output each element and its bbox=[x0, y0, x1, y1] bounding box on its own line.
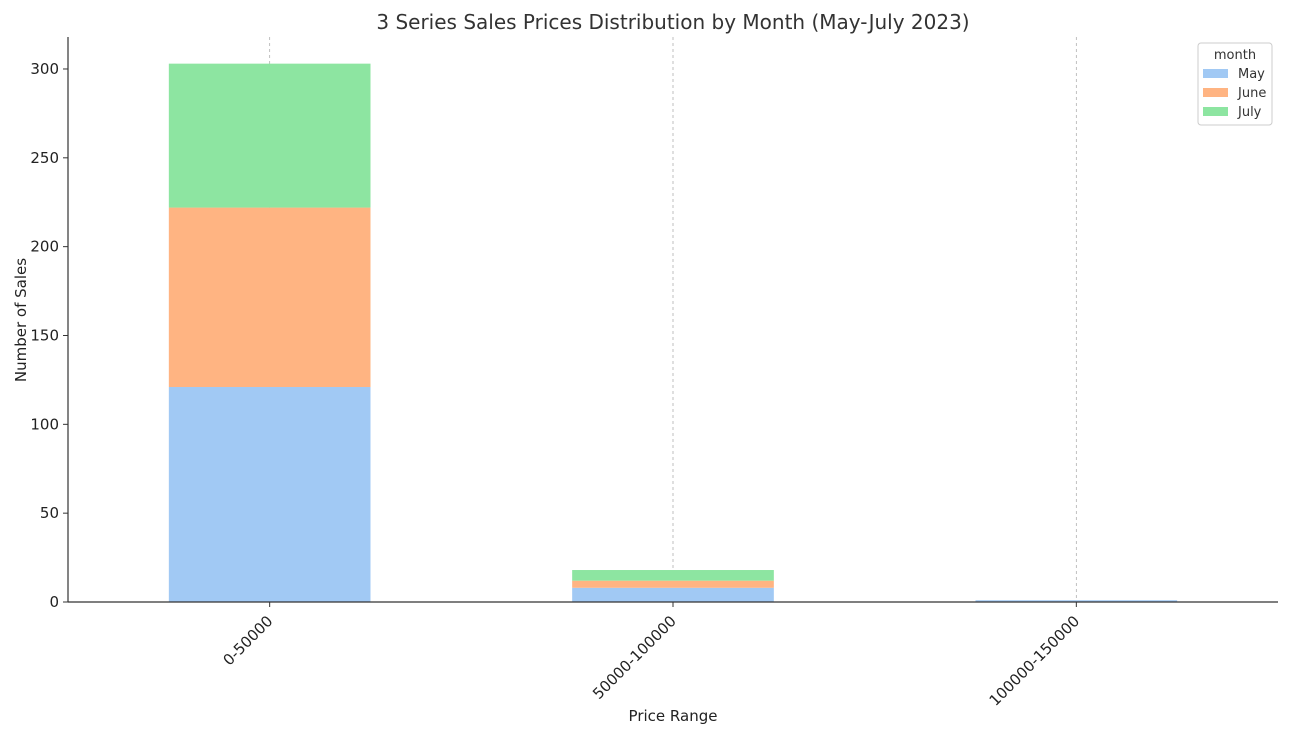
bar-segment bbox=[572, 587, 774, 602]
y-tick-label: 50 bbox=[40, 504, 59, 522]
legend-swatch bbox=[1203, 107, 1228, 116]
y-tick-label: 200 bbox=[30, 238, 59, 256]
y-tick-label: 0 bbox=[49, 593, 59, 611]
legend-title: month bbox=[1214, 48, 1256, 63]
y-tick-label: 150 bbox=[30, 326, 59, 344]
legend-label: May bbox=[1238, 67, 1265, 82]
y-tick-label: 250 bbox=[30, 149, 59, 167]
bar-segment bbox=[975, 600, 1178, 602]
y-tick-label: 300 bbox=[30, 60, 59, 78]
x-tick-label: 50000-100000 bbox=[589, 612, 680, 703]
legend: month May June July bbox=[1197, 42, 1273, 126]
bar-segment bbox=[572, 570, 774, 581]
x-axis-label: Price Range bbox=[629, 707, 718, 725]
legend-label: July bbox=[1237, 105, 1262, 120]
bars bbox=[168, 63, 1178, 602]
y-tick-label: 100 bbox=[30, 415, 59, 433]
bar-segment bbox=[572, 580, 774, 588]
bar-segment bbox=[168, 207, 371, 388]
x-tick-label: 100000-150000 bbox=[986, 612, 1084, 710]
grid-lines bbox=[269, 37, 1077, 602]
legend-swatch bbox=[1203, 69, 1228, 78]
bar-segment bbox=[168, 63, 371, 208]
x-tick-label: 0-50000 bbox=[219, 612, 276, 669]
y-ticks: 0 50 100 150 200 250 300 bbox=[30, 60, 68, 611]
legend-label: June bbox=[1237, 86, 1266, 101]
legend-items: May June July bbox=[1203, 67, 1266, 120]
legend-frame bbox=[1197, 42, 1273, 126]
y-axis-label: Number of Sales bbox=[12, 258, 30, 382]
legend-swatch bbox=[1203, 88, 1228, 97]
bar-segment bbox=[168, 387, 371, 602]
x-ticks: 0-50000 50000-100000 100000-150000 bbox=[219, 602, 1083, 710]
chart-title: 3 Series Sales Prices Distribution by Mo… bbox=[376, 10, 969, 34]
